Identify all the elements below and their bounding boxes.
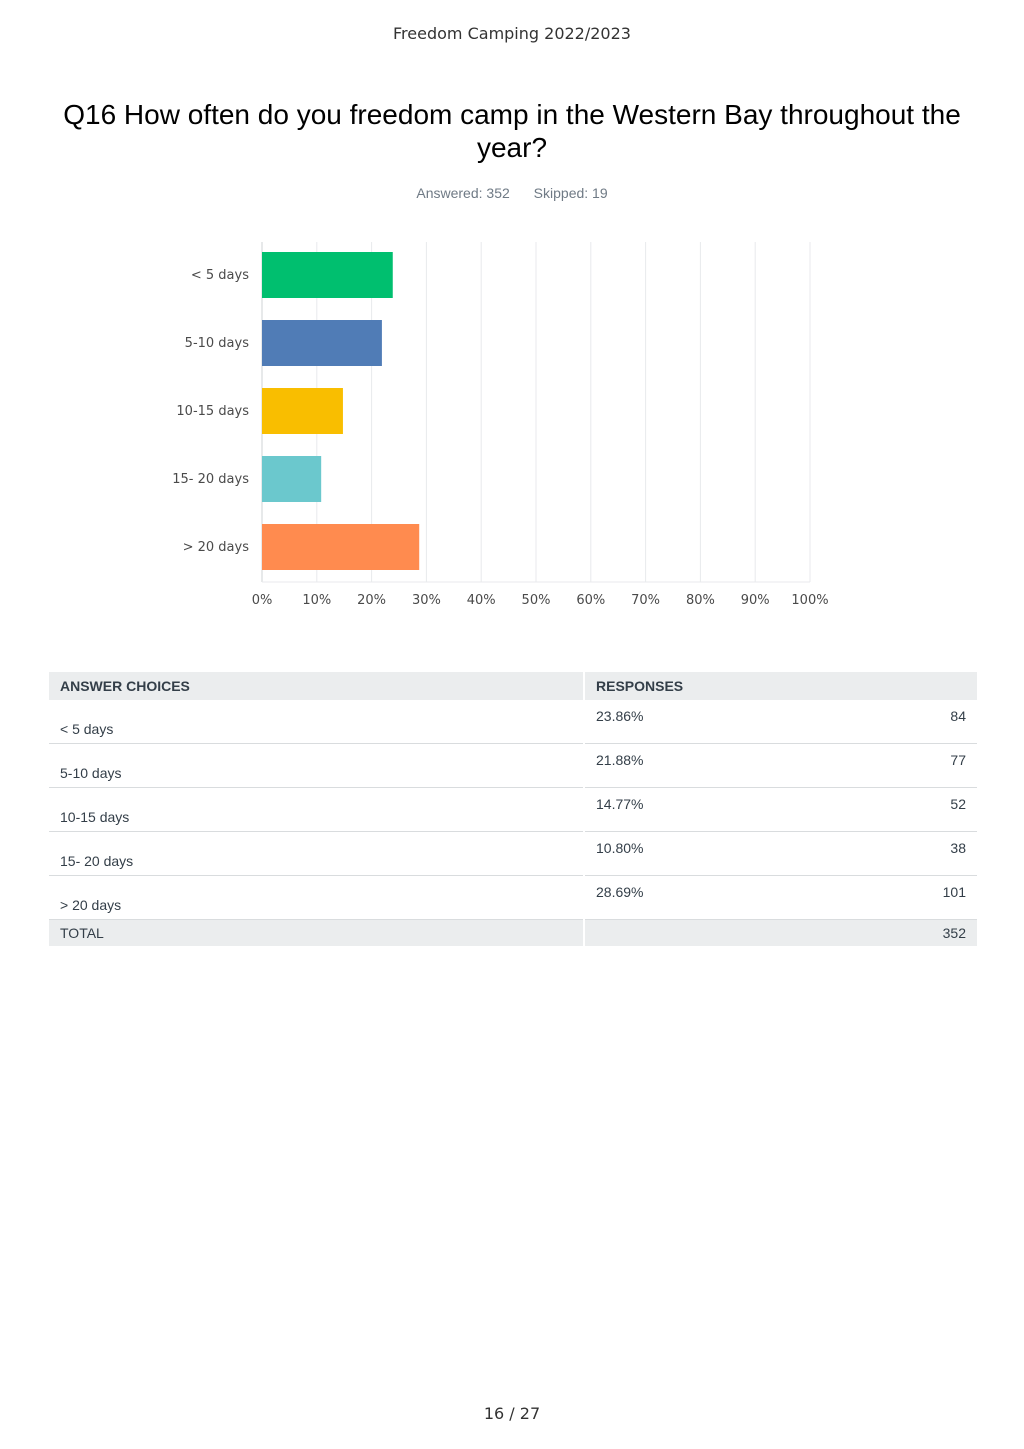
x-tick-label: 10% <box>302 593 331 608</box>
row-count: 77 <box>823 743 977 788</box>
row-percent: 10.80% <box>584 831 824 876</box>
skipped-count: Skipped: 19 <box>533 185 608 201</box>
table-header-row: ANSWER CHOICES RESPONSES <box>49 672 977 700</box>
table-row: 15- 20 days 10.80% 38 <box>49 831 977 876</box>
total-spacer <box>584 919 824 946</box>
bar <box>262 252 393 298</box>
total-count: 352 <box>823 919 977 946</box>
value-axis: 0% 10% 20% 30% 40% 50% 60% 70% 80% 90% 100% <box>252 593 829 608</box>
row-choice: 10-15 days <box>49 787 585 832</box>
row-choice: < 5 days <box>49 700 585 744</box>
bar <box>262 524 420 570</box>
responses-table: ANSWER CHOICES RESPONSES < 5 days 23.86%… <box>49 672 977 946</box>
bar-chart: < 5 days 5-10 days 10-15 days 15- 20 days > … <box>172 242 829 608</box>
x-tick-label: 90% <box>741 593 770 608</box>
row-percent: 14.77% <box>584 787 824 832</box>
x-tick-label: 80% <box>686 593 715 608</box>
category-axis: < 5 days 5-10 days 10-15 days 15- 20 days > … <box>172 268 249 555</box>
category-label: 10-15 days <box>176 404 249 419</box>
x-tick-label: 0% <box>252 593 273 608</box>
x-tick-label: 20% <box>357 593 386 608</box>
x-tick-label: 70% <box>631 593 660 608</box>
row-choice: 15- 20 days <box>49 831 585 876</box>
chart-bars <box>262 252 420 570</box>
x-tick-label: 50% <box>522 593 551 608</box>
table-total-row: TOTAL 352 <box>49 919 977 946</box>
question-title: Q16 How often do you freedom camp in the… <box>63 99 961 163</box>
row-percent: 28.69% <box>584 875 824 920</box>
category-label: 5-10 days <box>185 336 250 351</box>
row-choice: > 20 days <box>49 875 585 920</box>
x-tick-label: 40% <box>467 593 496 608</box>
category-label: > 20 days <box>183 540 250 555</box>
response-stats: Answered: 352 Skipped: 19 <box>0 185 1024 201</box>
row-count: 101 <box>823 875 977 920</box>
answered-count: Answered: 352 <box>416 185 510 201</box>
row-count: 38 <box>823 831 977 876</box>
row-percent: 21.88% <box>584 743 824 788</box>
responses-header: RESPONSES <box>584 672 977 700</box>
table-row: > 20 days 28.69% 101 <box>49 875 977 920</box>
x-tick-label: 100% <box>791 593 828 608</box>
page-number: 16 / 27 <box>483 1404 541 1423</box>
document-header: Freedom Camping 2022/2023 <box>393 24 631 43</box>
bar <box>262 456 322 502</box>
total-label: TOTAL <box>49 919 585 946</box>
table-row: < 5 days 23.86% 84 <box>49 700 977 744</box>
chart-gridlines <box>261 242 811 583</box>
row-count: 84 <box>823 700 977 744</box>
category-label: 15- 20 days <box>172 472 249 487</box>
bar <box>262 388 343 434</box>
category-label: < 5 days <box>191 268 249 283</box>
bar <box>262 320 382 366</box>
table-row: 5-10 days 21.88% 77 <box>49 743 977 788</box>
x-tick-label: 30% <box>412 593 441 608</box>
x-tick-label: 60% <box>576 593 605 608</box>
row-count: 52 <box>823 787 977 832</box>
row-choice: 5-10 days <box>49 743 585 788</box>
row-percent: 23.86% <box>584 700 824 744</box>
table-row: 10-15 days 14.77% 52 <box>49 787 977 832</box>
answer-choices-header: ANSWER CHOICES <box>49 672 585 700</box>
